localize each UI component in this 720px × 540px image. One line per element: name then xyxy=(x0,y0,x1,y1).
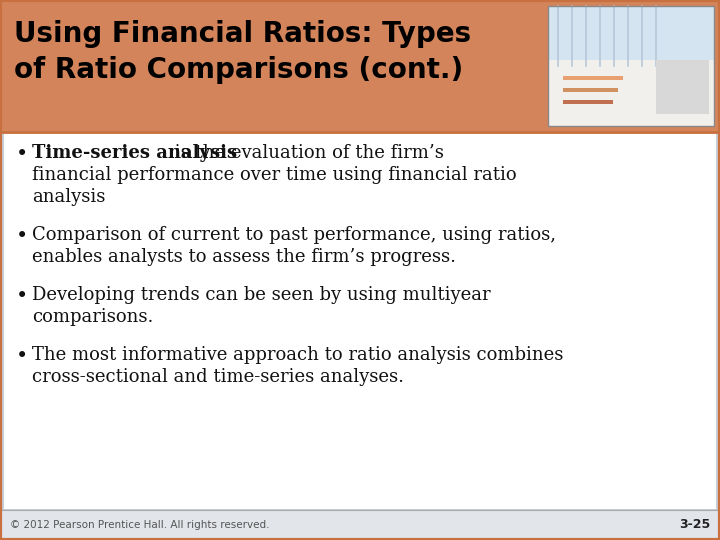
Bar xyxy=(4,136,716,509)
Bar xyxy=(548,6,714,126)
Text: enables analysts to assess the firm’s progress.: enables analysts to assess the firm’s pr… xyxy=(32,248,456,266)
Text: of Ratio Comparisons (cont.): of Ratio Comparisons (cont.) xyxy=(14,56,463,84)
Bar xyxy=(0,510,720,540)
Text: •: • xyxy=(16,286,28,306)
Bar xyxy=(563,76,623,80)
Text: Time-series analysis: Time-series analysis xyxy=(32,144,237,162)
Text: analysis: analysis xyxy=(32,188,105,206)
Bar xyxy=(4,134,716,508)
Text: •: • xyxy=(16,144,28,164)
Text: © 2012 Pearson Prentice Hall. All rights reserved.: © 2012 Pearson Prentice Hall. All rights… xyxy=(10,520,269,530)
Text: 3-25: 3-25 xyxy=(679,518,710,531)
Text: Using Financial Ratios: Types: Using Financial Ratios: Types xyxy=(14,20,471,48)
Text: •: • xyxy=(16,226,28,246)
Text: financial performance over time using financial ratio: financial performance over time using fi… xyxy=(32,166,517,184)
Text: comparisons.: comparisons. xyxy=(32,308,153,326)
Text: is the evaluation of the firm’s: is the evaluation of the firm’s xyxy=(169,144,444,162)
Bar xyxy=(563,89,618,92)
Text: cross-sectional and time-series analyses.: cross-sectional and time-series analyses… xyxy=(32,368,404,386)
Text: The most informative approach to ratio analysis combines: The most informative approach to ratio a… xyxy=(32,346,563,364)
Bar xyxy=(656,60,709,114)
Text: Comparison of current to past performance, using ratios,: Comparison of current to past performanc… xyxy=(32,226,556,244)
Bar xyxy=(548,6,714,126)
Bar xyxy=(563,100,613,104)
Text: Developing trends can be seen by using multiyear: Developing trends can be seen by using m… xyxy=(32,286,490,304)
Bar xyxy=(548,6,714,72)
Bar xyxy=(548,60,714,126)
Text: •: • xyxy=(16,346,28,366)
Bar xyxy=(0,0,720,132)
